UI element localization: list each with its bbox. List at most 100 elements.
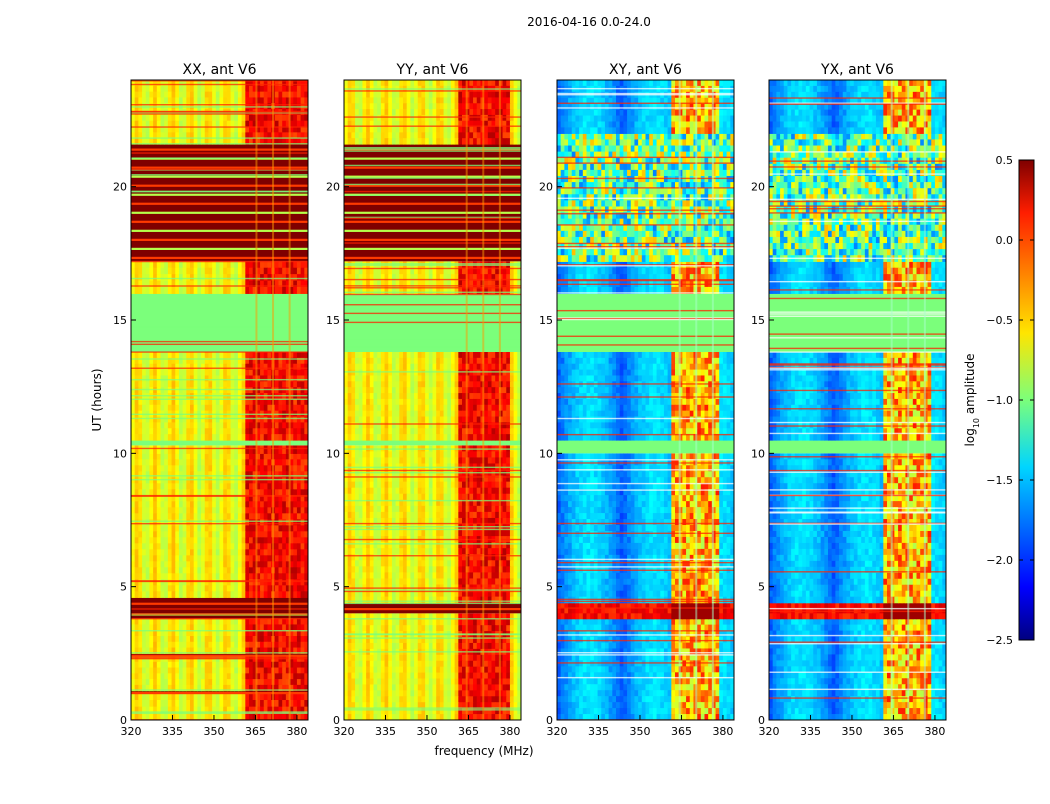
heatmap-cell	[227, 573, 231, 580]
heatmap-cell	[220, 445, 224, 454]
heatmap-cell	[506, 506, 510, 513]
heatmap-cell	[190, 86, 194, 92]
heatmap-cell	[351, 488, 355, 495]
heatmap-cell	[249, 352, 253, 358]
heatmap-cell	[451, 506, 455, 513]
heatmap-cell	[168, 453, 172, 460]
heatmap-cell	[260, 364, 264, 370]
heatmap-cell	[142, 636, 146, 642]
heatmap-cell	[212, 445, 216, 454]
heatmap-cell	[377, 625, 381, 632]
heatmap-cell	[249, 555, 253, 562]
heatmap-cell	[234, 97, 238, 103]
rfi-line	[131, 358, 308, 359]
heatmap-cell	[172, 364, 176, 370]
heatmap-cell	[249, 693, 253, 700]
heatmap-cell	[186, 573, 190, 580]
heatmap-cell	[403, 679, 407, 686]
heatmap-cell	[282, 501, 286, 508]
heatmap-cell	[275, 537, 279, 544]
rfi-stripe	[131, 185, 308, 187]
heatmap-cell	[149, 591, 153, 598]
heatmap-cell	[444, 457, 448, 464]
heatmap-cell	[301, 662, 305, 668]
y-tick-label: 0	[120, 714, 127, 727]
heatmap-cell	[208, 567, 212, 574]
heatmap-cell	[157, 662, 161, 668]
heatmap-cell	[216, 693, 220, 700]
heatmap-cell	[377, 679, 381, 686]
heatmap-cell	[149, 567, 153, 574]
heatmap-cell	[366, 684, 370, 691]
heatmap-cell	[220, 370, 224, 376]
heatmap-cell	[447, 625, 451, 632]
heatmap-cell	[510, 494, 514, 501]
heatmap-cell	[146, 387, 150, 393]
heatmap-cell	[197, 375, 201, 381]
heatmap-cell	[138, 624, 142, 630]
heatmap-cell	[425, 661, 429, 668]
heatmap-cell	[344, 661, 348, 668]
heatmap-cell	[433, 661, 437, 668]
heatmap-cell	[186, 483, 190, 490]
heatmap-cell	[186, 555, 190, 562]
heatmap-cell	[473, 655, 477, 662]
heatmap-cell	[484, 696, 488, 703]
heatmap-cell	[245, 549, 249, 556]
heatmap-cell	[179, 501, 183, 508]
heatmap-cell	[142, 477, 146, 484]
heatmap-cell	[275, 459, 279, 466]
heatmap-cell	[282, 642, 286, 648]
heatmap-cell	[282, 549, 286, 556]
heatmap-cell	[161, 445, 165, 454]
heatmap-cell	[164, 700, 168, 707]
heatmap-cell	[212, 364, 216, 370]
heatmap-cell	[234, 352, 238, 358]
heatmap-cell	[220, 97, 224, 103]
heatmap-cell	[175, 287, 179, 294]
heatmap-cell	[279, 86, 283, 92]
heatmap-cell	[381, 661, 385, 668]
heatmap-cell	[201, 549, 205, 556]
heatmap-cell	[197, 673, 201, 679]
heatmap-cell	[146, 673, 150, 679]
heatmap-cell	[212, 668, 216, 674]
heatmap-cell	[370, 684, 374, 691]
heatmap-cell	[234, 465, 238, 472]
heatmap-cell	[190, 513, 194, 520]
heatmap-cell	[407, 506, 411, 513]
heatmap-cell	[161, 507, 165, 514]
heatmap-cell	[131, 115, 135, 121]
heatmap-cell	[267, 624, 271, 630]
heatmap-cell	[186, 261, 190, 268]
rfi-stripe	[131, 167, 308, 169]
heatmap-cell	[216, 543, 220, 550]
heatmap-cell	[149, 619, 153, 625]
heatmap-cell	[503, 708, 507, 715]
heatmap-cell	[370, 494, 374, 501]
heatmap-cell	[131, 561, 135, 568]
heatmap-cell	[223, 268, 227, 275]
heatmap-cell	[282, 619, 286, 625]
heatmap-cell	[279, 700, 283, 707]
heatmap-cell	[399, 673, 403, 680]
heatmap-cell	[282, 121, 286, 127]
heatmap-cell	[301, 445, 305, 454]
heatmap-cell	[172, 555, 176, 562]
heatmap-cell	[212, 624, 216, 630]
heatmap-cell	[197, 624, 201, 630]
heatmap-cell	[157, 381, 161, 387]
heatmap-cell	[168, 405, 172, 411]
heatmap-cell	[153, 445, 157, 454]
heatmap-cell	[212, 453, 216, 460]
heatmap-cell	[205, 86, 209, 92]
heatmap-cell	[220, 693, 224, 700]
heatmap-cell	[275, 434, 279, 440]
heatmap-cell	[227, 567, 231, 574]
heatmap-cell	[362, 512, 366, 519]
heatmap-cell	[245, 375, 249, 381]
heatmap-cell	[510, 690, 514, 697]
heatmap-cell	[433, 696, 437, 703]
heatmap-cell	[403, 696, 407, 703]
rfi-line	[131, 657, 308, 658]
